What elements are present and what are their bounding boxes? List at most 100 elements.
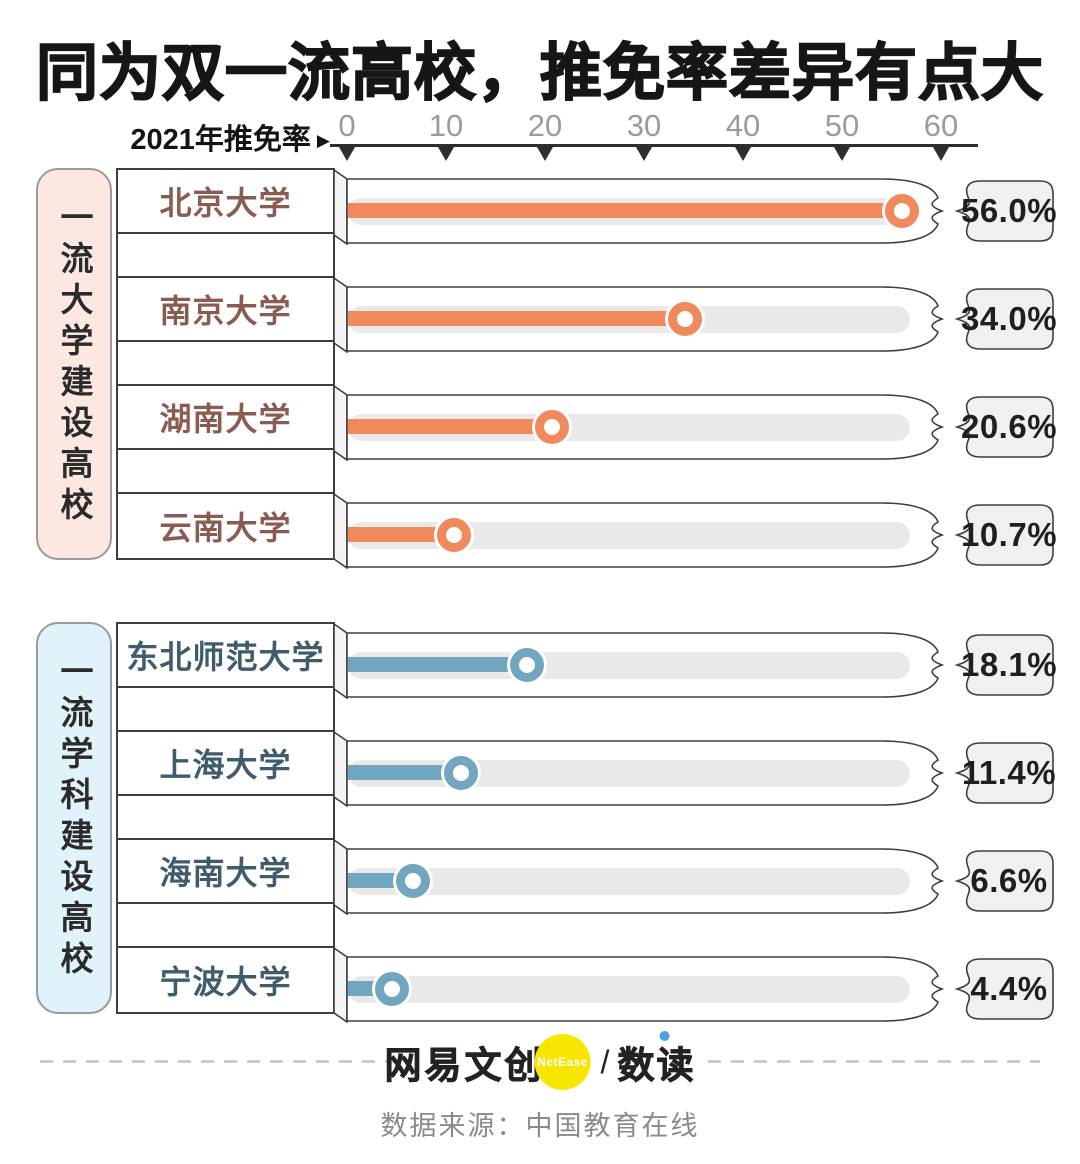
axis-tick-label: 30 (626, 108, 662, 143)
value-callout-outline (954, 180, 1054, 242)
university-name: 东北师范大学 (118, 624, 333, 688)
axis-tick-label: 60 (923, 108, 959, 143)
value-label: 6.6% (970, 862, 1048, 899)
university-name: 宁波大学 (159, 964, 292, 1000)
brand-logo-text: 网易文创 (384, 1045, 545, 1087)
footer-dashed-rule-left (40, 1060, 412, 1063)
bar-value-line (348, 311, 687, 326)
bar-end-ring-icon (510, 648, 545, 682)
university-name: 北京大学 (118, 170, 333, 234)
value-label: 56.0% (960, 192, 1058, 229)
axis-tick-label: 10 (428, 108, 464, 143)
axis-tick-marker-icon (933, 147, 949, 161)
fold-connector (333, 622, 348, 700)
bar-end-ring-icon (443, 756, 478, 790)
group-label-text: 一流大学建设高校 (56, 200, 93, 528)
value-label: 10.7% (960, 516, 1058, 553)
brand-logo: 网易文创 NetEase / 数读 (384, 1030, 696, 1094)
bar-track (348, 976, 910, 1003)
university-name: 云南大学 (159, 510, 292, 546)
footer-dashed-rule-right (708, 1060, 1040, 1063)
axis-tick-marker-icon (735, 147, 751, 161)
bar-row (346, 502, 946, 568)
axis-label: 2021年推免率 ▶ (30, 116, 330, 158)
bar-row (346, 394, 946, 460)
bar-track (348, 868, 910, 895)
value-callout-outline (954, 742, 1054, 804)
bar-end-ring-icon (667, 302, 702, 336)
group-label: 一流学科建设高校 (36, 622, 112, 1014)
value-callout: 4.4% (952, 958, 1054, 1020)
bar-row (346, 740, 946, 806)
axis-tick-marker-icon (834, 147, 850, 161)
university-name-column: 北京大学南京大学湖南大学云南大学 (116, 168, 335, 560)
bar-end-ring-icon (534, 410, 569, 444)
axis-tick-marker-icon (438, 147, 454, 161)
fold-connector (333, 492, 348, 570)
value-label: 18.1% (960, 646, 1058, 683)
bar-value-line (348, 765, 463, 780)
university-name: 南京大学 (118, 278, 333, 342)
value-callout: 11.4% (952, 742, 1057, 804)
value-callout-outline (954, 288, 1054, 350)
value-callout: 6.6% (952, 850, 1054, 912)
university-name: 湖南大学 (118, 386, 333, 450)
university-name: 上海大学 (118, 732, 333, 796)
brand-sub-logo-text: 数读 (617, 1031, 695, 1089)
axis-tick-marker-icon (636, 147, 652, 161)
university-name: 海南大学 (118, 840, 333, 904)
bar-row (346, 956, 946, 1022)
value-label: 34.0% (960, 300, 1058, 337)
value-callout: 56.0% (952, 180, 1058, 242)
value-callout: 18.1% (952, 634, 1058, 696)
fold-connector (333, 168, 348, 246)
axis-arrow-icon: ▶ (316, 131, 330, 150)
brand-separator: / (600, 1043, 610, 1080)
fold-connector (333, 946, 348, 1024)
spacer-cell (118, 796, 333, 840)
bar-row (346, 848, 946, 914)
spacer-cell (118, 342, 333, 386)
value-callout-outline (954, 396, 1054, 458)
group-section: 一流学科建设高校 东北师范大学 上海大学海南大学宁波大学 18.1% 11.4% 6.6%… (0, 622, 1080, 1024)
fold-connector (333, 838, 348, 916)
university-name-column: 东北师范大学 上海大学海南大学宁波大学 (116, 622, 335, 1014)
fold-connector (333, 384, 348, 462)
value-callout: 20.6% (952, 396, 1058, 458)
axis-label-text: 2021年推免率 (130, 124, 311, 156)
group-label-text: 一流学科建设高校 (56, 654, 93, 982)
axis-tick-marker-icon (537, 147, 553, 161)
netease-badge-icon: NetEase (534, 1034, 591, 1090)
axis-tick-label: 20 (527, 108, 563, 143)
bar-end-ring-icon (374, 972, 409, 1006)
axis-tick-marker-icon (339, 147, 355, 161)
page-title: 同为双一流高校，推免率差异有点大 (35, 38, 1044, 109)
value-callout-outline (954, 850, 1054, 912)
bar-row (346, 632, 946, 698)
spacer-cell (118, 688, 333, 732)
bar-row (346, 286, 946, 352)
spacer-cell (118, 450, 333, 494)
group-label: 一流大学建设高校 (36, 168, 112, 560)
value-callout-outline (954, 958, 1054, 1020)
value-callout-outline (954, 504, 1054, 566)
bar-value-line (348, 657, 530, 672)
bar-value-line (348, 419, 554, 434)
value-callout: 34.0% (952, 288, 1058, 350)
fold-connector (333, 730, 348, 808)
bar-row (346, 178, 946, 244)
bar-value-line (348, 527, 456, 542)
bar-end-ring-icon (396, 864, 431, 898)
spacer-cell (118, 904, 333, 948)
group-section: 一流大学建设高校 北京大学南京大学湖南大学云南大学 56.0% 34.0% 20.6% 1… (0, 168, 1080, 570)
value-label: 11.4% (961, 754, 1057, 791)
axis-tick-label: 0 (338, 108, 356, 143)
axis-tick-label: 40 (725, 108, 761, 143)
spacer-cell (118, 234, 333, 278)
data-source-note: 数据来源：中国教育在线 (380, 1111, 700, 1141)
bar-end-ring-icon (885, 194, 920, 228)
value-label: 20.6% (960, 408, 1058, 445)
blue-dot-icon (659, 1031, 670, 1041)
value-label: 4.4% (970, 970, 1048, 1007)
